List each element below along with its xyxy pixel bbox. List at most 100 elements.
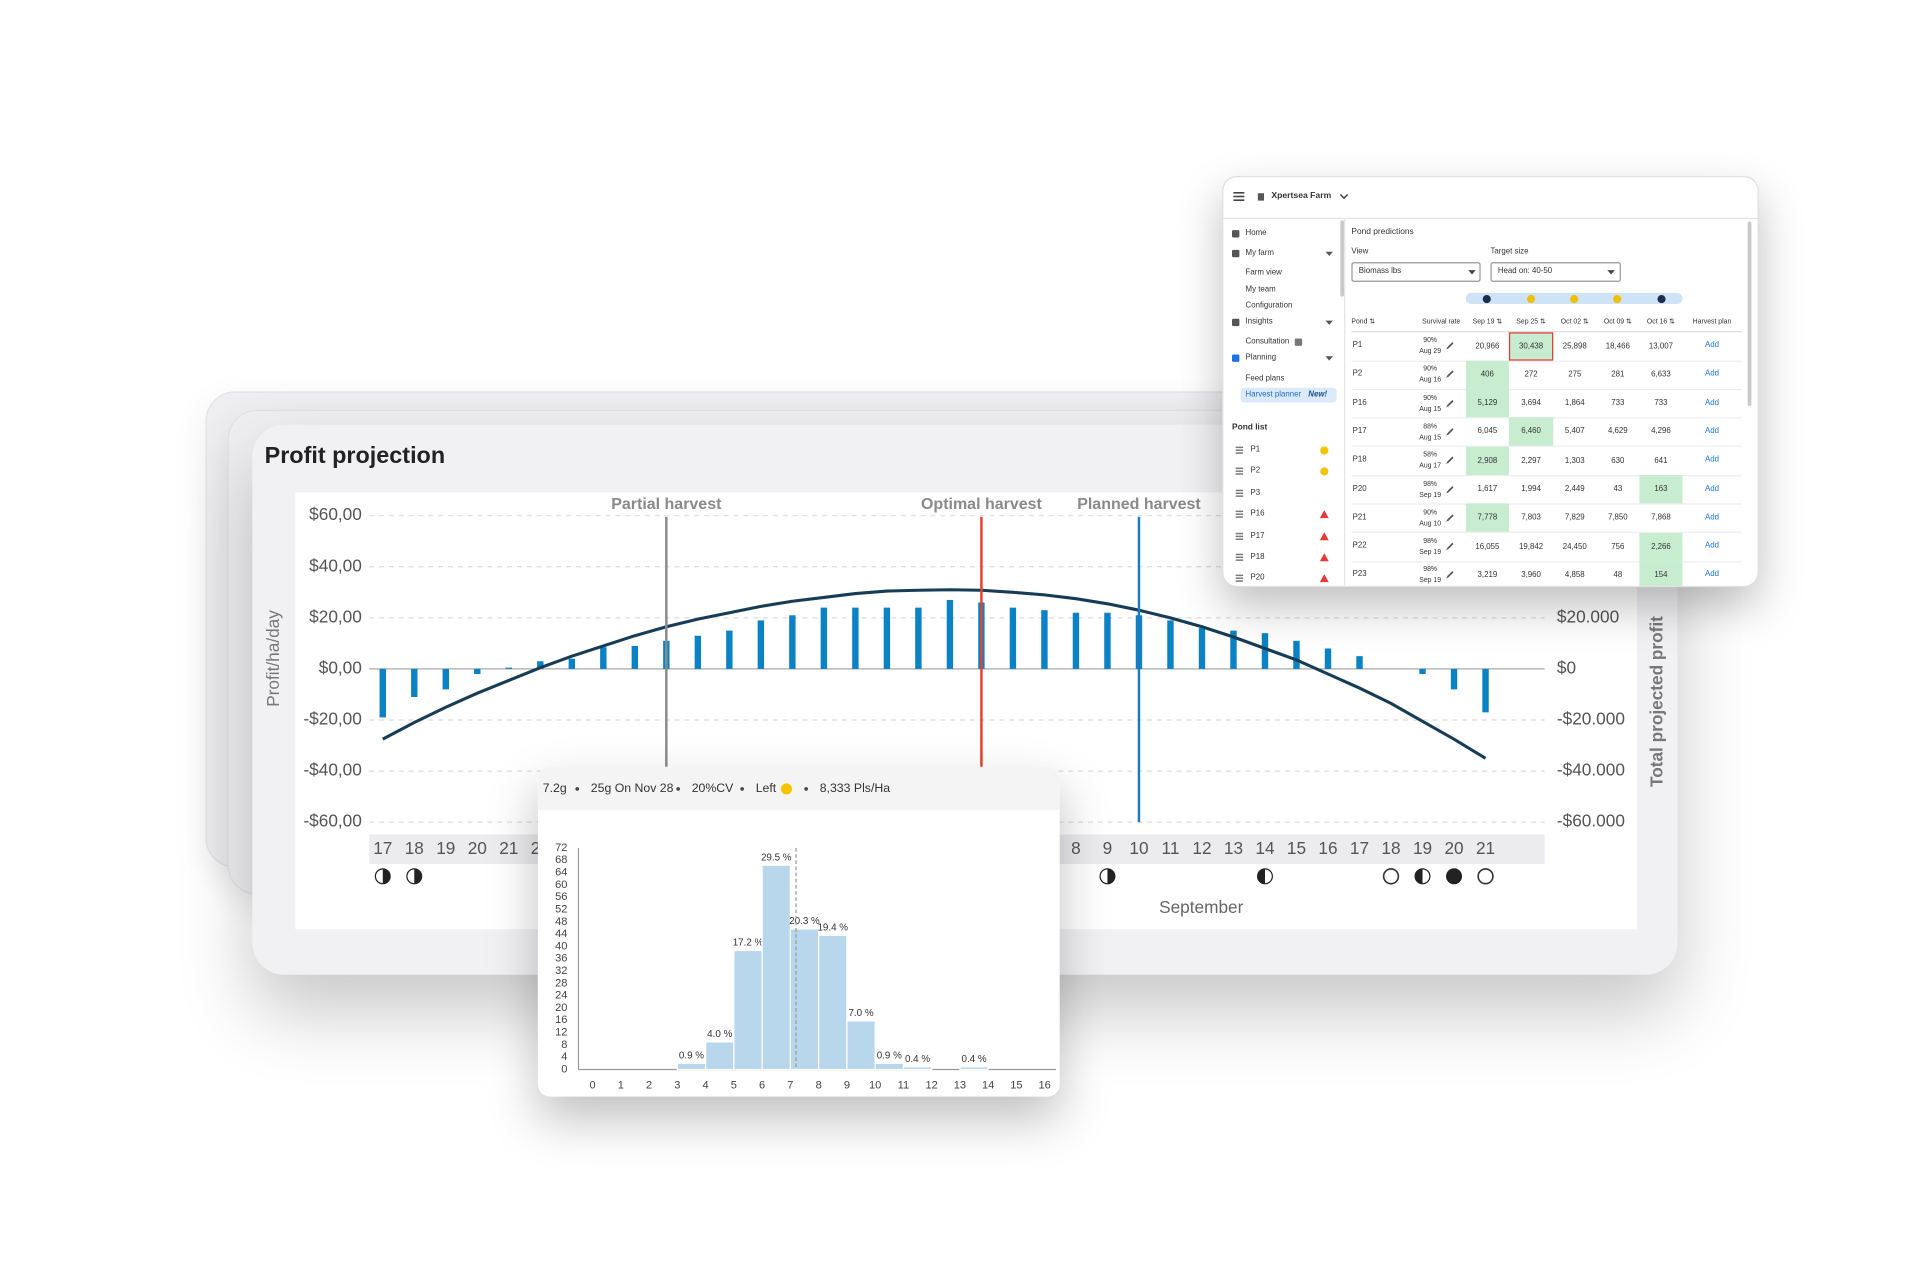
pond-list-item[interactable]: P1	[1250, 445, 1261, 455]
value-cell[interactable]: 6,460	[1508, 417, 1554, 447]
value-cell[interactable]: 20,966	[1475, 341, 1500, 351]
value-cell[interactable]: 4,858	[1564, 570, 1585, 580]
y2-tick-label: -$20.000	[1557, 709, 1625, 729]
value-cell[interactable]: 733	[1654, 398, 1668, 408]
table-header[interactable]: Oct 02 ⇅	[1560, 318, 1589, 327]
pond-list-item[interactable]: P3	[1250, 488, 1261, 497]
value-cell[interactable]: 1,303	[1564, 456, 1585, 465]
value-cell[interactable]: 3,219	[1477, 570, 1498, 580]
nav-subitem[interactable]: Feed plans	[1245, 374, 1285, 383]
value-cell[interactable]: 5,407	[1564, 427, 1585, 437]
value-cell[interactable]: 630	[1611, 456, 1625, 465]
pond-list-item[interactable]: P17	[1250, 531, 1265, 540]
nav-subitem[interactable]: Farm view	[1245, 268, 1282, 277]
table-header[interactable]: Sep 25 ⇅	[1516, 318, 1546, 327]
y-tick-label: $0,00	[319, 657, 362, 677]
value-cell[interactable]: 5,129	[1465, 389, 1509, 418]
value-cell[interactable]: 24,450	[1562, 542, 1587, 551]
value-cell[interactable]: 7,868	[1651, 513, 1671, 523]
value-cell[interactable]: 756	[1611, 542, 1625, 551]
nav-item[interactable]: Home	[1245, 228, 1267, 238]
y-tick-label: 16	[555, 1014, 567, 1026]
value-cell[interactable]: 406	[1465, 360, 1509, 389]
nav-subitem[interactable]: Configuration	[1245, 301, 1293, 311]
row-rule	[1351, 532, 1742, 534]
action-link[interactable]: Add	[1704, 541, 1719, 551]
nav-subitem[interactable]: Consultation	[1245, 337, 1290, 346]
value-cell[interactable]: 43	[1613, 484, 1623, 494]
status-warning	[1320, 446, 1329, 455]
pond-cell: P2	[1352, 369, 1363, 379]
nav-subitem[interactable]: My team	[1245, 285, 1276, 295]
value-cell[interactable]: 163	[1639, 475, 1683, 504]
value-cell[interactable]: 4,296	[1651, 427, 1671, 437]
edit-icon	[1446, 514, 1454, 522]
value-cell[interactable]: 3,960	[1521, 570, 1541, 580]
value-cell[interactable]: 2,266	[1639, 532, 1683, 561]
value-cell[interactable]: 16,055	[1475, 542, 1500, 551]
farm-name[interactable]: Xpertsea Farm	[1271, 191, 1332, 201]
value-cell[interactable]: 19,842	[1519, 542, 1544, 551]
action-link[interactable]: Add	[1704, 398, 1719, 407]
nav-subitem[interactable]: Harvest planner	[1245, 390, 1302, 399]
action-link[interactable]: Add	[1704, 570, 1719, 579]
pond-list-item[interactable]: P16	[1250, 509, 1265, 519]
value-cell[interactable]: 48	[1613, 570, 1623, 580]
value-cell[interactable]: 7,778	[1465, 503, 1509, 533]
value-cell[interactable]: 733	[1611, 398, 1625, 408]
action-link[interactable]: Add	[1704, 340, 1719, 350]
nav-item[interactable]: My farm	[1245, 248, 1274, 258]
value-cell[interactable]: 641	[1654, 456, 1668, 465]
value-cell[interactable]: 25,898	[1562, 341, 1587, 351]
list-icon	[1235, 492, 1244, 494]
value-cell[interactable]: 1,994	[1521, 484, 1541, 494]
action-link[interactable]: Add	[1704, 426, 1719, 436]
select[interactable]: Head on: 40-50	[1490, 262, 1621, 282]
value-cell[interactable]: 281	[1611, 370, 1625, 379]
action-link[interactable]: Add	[1704, 484, 1719, 493]
icon	[1320, 467, 1329, 476]
menu-icon[interactable]	[1233, 191, 1245, 202]
x-tick-label: 15	[1010, 1079, 1022, 1091]
action-link[interactable]: Add	[1704, 455, 1719, 465]
value-cell[interactable]: 272	[1524, 370, 1538, 379]
value-cell[interactable]: 6,633	[1651, 370, 1671, 379]
value-cell[interactable]: 7,850	[1607, 513, 1628, 523]
x-tick-label: 19	[436, 838, 455, 858]
histogram-bar	[902, 1066, 933, 1071]
select[interactable]: Biomass lbs	[1351, 262, 1481, 282]
value-cell[interactable]: 3,694	[1521, 398, 1541, 408]
value-cell[interactable]: 18,466	[1605, 341, 1630, 351]
table-header[interactable]: Oct 16 ⇅	[1646, 318, 1675, 327]
value-cell[interactable]: 6,045	[1477, 427, 1498, 437]
caret	[1468, 270, 1476, 275]
value-cell[interactable]: 2,449	[1564, 484, 1585, 494]
value-cell[interactable]: 2,297	[1521, 456, 1541, 465]
value-cell[interactable]: 1,864	[1564, 398, 1585, 408]
list-icon	[1235, 535, 1244, 537]
action-link[interactable]: Add	[1704, 512, 1719, 522]
value-cell[interactable]: 4,629	[1607, 427, 1628, 437]
table-header[interactable]: Oct 09 ⇅	[1603, 318, 1632, 327]
nav-item[interactable]: Planning	[1245, 353, 1277, 362]
farm-caret[interactable]	[1339, 193, 1349, 200]
value-cell[interactable]: 1,617	[1477, 484, 1498, 494]
pond-list-item[interactable]: P18	[1250, 552, 1265, 562]
y-tick-label: $20,00	[309, 606, 362, 626]
value-cell[interactable]: 7,829	[1564, 513, 1585, 523]
survival-cell: 90%	[1423, 509, 1438, 517]
pond-list-item[interactable]: P20	[1250, 574, 1265, 583]
value-cell[interactable]: 275	[1568, 370, 1582, 379]
value-cell[interactable]: 13,007	[1648, 341, 1673, 351]
table-header[interactable]: Sep 19 ⇅	[1472, 318, 1503, 327]
y-tick-label: -$40,00	[303, 760, 361, 780]
nav-item[interactable]: Insights	[1245, 317, 1273, 327]
value-cell[interactable]: 30,438	[1508, 331, 1554, 360]
action-link[interactable]: Add	[1704, 369, 1719, 379]
value-cell[interactable]: 154	[1639, 561, 1683, 586]
table-header[interactable]: Pond ⇅	[1351, 318, 1376, 327]
histogram-bar	[761, 864, 792, 1071]
value-cell[interactable]: 2,908	[1465, 446, 1509, 475]
pond-list-item[interactable]: P2	[1250, 466, 1261, 476]
value-cell[interactable]: 7,803	[1521, 513, 1541, 523]
